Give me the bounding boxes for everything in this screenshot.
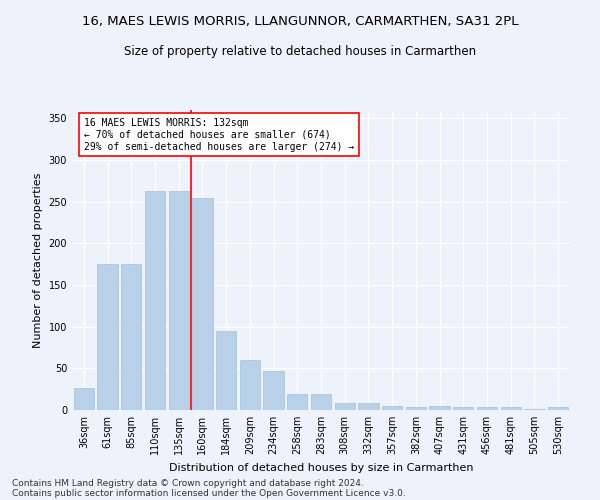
- Bar: [74, 388, 94, 410]
- Bar: [430, 406, 449, 410]
- Bar: [477, 406, 497, 410]
- Bar: [382, 406, 402, 410]
- Bar: [169, 191, 189, 410]
- Y-axis label: Number of detached properties: Number of detached properties: [33, 172, 43, 348]
- Bar: [216, 331, 236, 410]
- Text: 16 MAES LEWIS MORRIS: 132sqm
← 70% of detached houses are smaller (674)
29% of s: 16 MAES LEWIS MORRIS: 132sqm ← 70% of de…: [84, 118, 355, 152]
- Text: Contains public sector information licensed under the Open Government Licence v3: Contains public sector information licen…: [12, 488, 406, 498]
- Bar: [121, 264, 142, 410]
- Text: Contains HM Land Registry data © Crown copyright and database right 2024.: Contains HM Land Registry data © Crown c…: [12, 478, 364, 488]
- Bar: [263, 371, 284, 410]
- Bar: [524, 409, 545, 410]
- Bar: [548, 406, 568, 410]
- Bar: [145, 191, 165, 410]
- Bar: [193, 198, 212, 410]
- Bar: [97, 264, 118, 410]
- Text: 16, MAES LEWIS MORRIS, LLANGUNNOR, CARMARTHEN, SA31 2PL: 16, MAES LEWIS MORRIS, LLANGUNNOR, CARMA…: [82, 15, 518, 28]
- Bar: [358, 404, 379, 410]
- Bar: [453, 406, 473, 410]
- Bar: [500, 406, 521, 410]
- Text: Size of property relative to detached houses in Carmarthen: Size of property relative to detached ho…: [124, 45, 476, 58]
- Bar: [311, 394, 331, 410]
- Bar: [335, 402, 355, 410]
- Bar: [287, 394, 307, 410]
- X-axis label: Distribution of detached houses by size in Carmarthen: Distribution of detached houses by size …: [169, 462, 473, 472]
- Bar: [406, 406, 426, 410]
- Bar: [240, 360, 260, 410]
